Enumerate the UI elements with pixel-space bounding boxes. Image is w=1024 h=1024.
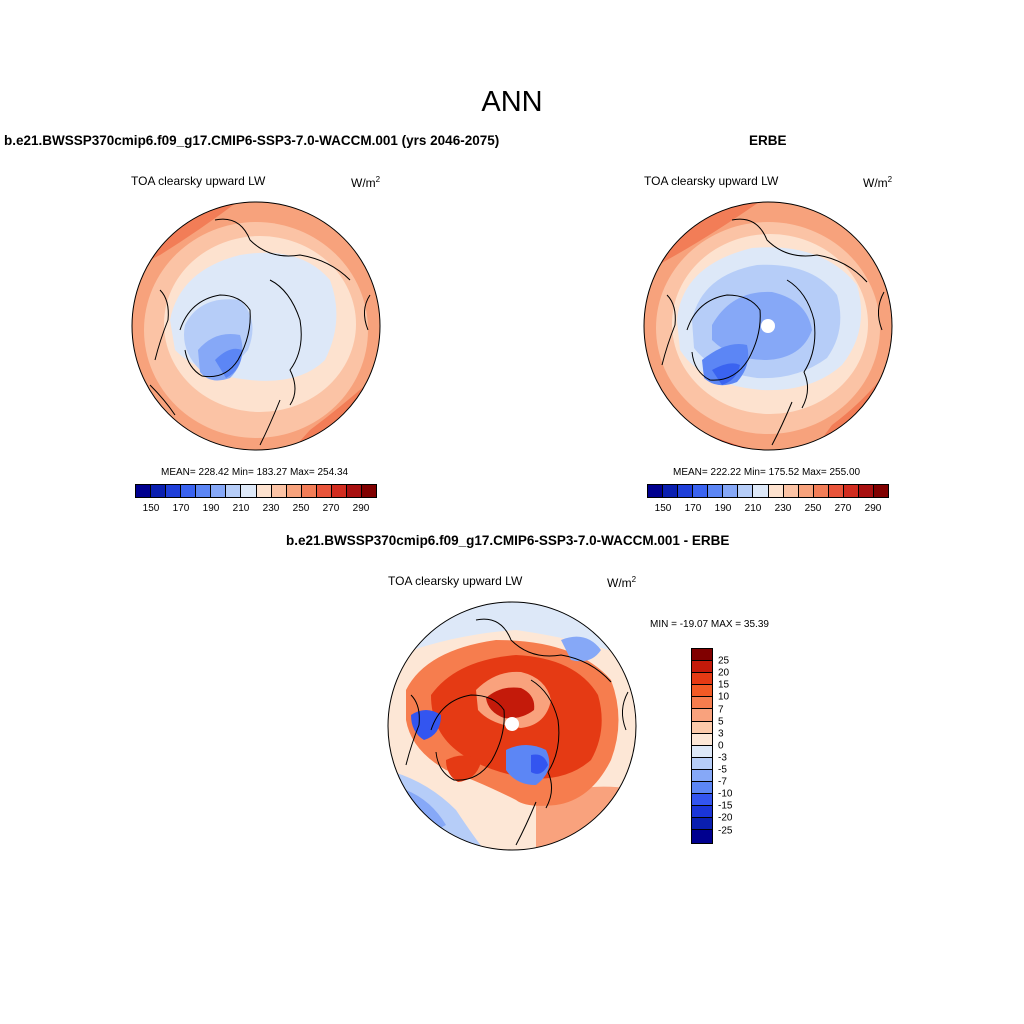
colorbar-tick-label: 5 xyxy=(718,716,724,728)
colorbar-tick-label: 0 xyxy=(718,740,724,752)
panel3-variable-label: TOA clearsky upward LW xyxy=(388,574,523,588)
colorbar-tick-label: -25 xyxy=(718,825,733,836)
colorbar-tick-label: 250 xyxy=(292,503,310,514)
colorbar-swatch xyxy=(271,485,287,497)
colorbar-swatch xyxy=(692,649,712,662)
panel2-stats: MEAN= 222.22 Min= 175.52 Max= 255.00 xyxy=(673,467,861,478)
colorbar-tick-label: -3 xyxy=(718,752,727,764)
colorbar-swatch xyxy=(226,485,242,497)
colorbar-swatch xyxy=(692,806,712,819)
panel2-polar-map xyxy=(643,201,893,451)
colorbar-tick-label: -7 xyxy=(718,776,727,788)
colorbar-swatch xyxy=(692,745,712,758)
colorbar-swatch xyxy=(196,485,212,497)
panel3-stats: MIN = -19.07 MAX = 35.39 xyxy=(650,619,769,630)
colorbar-swatch xyxy=(692,794,712,807)
colorbar-tick-label: -5 xyxy=(718,764,727,776)
colorbar-swatch xyxy=(301,485,317,497)
colorbar-swatch xyxy=(692,709,712,722)
colorbar-swatch xyxy=(692,830,712,843)
colorbar-swatch xyxy=(828,485,844,497)
colorbar-swatch xyxy=(678,485,694,497)
colorbar-swatch xyxy=(136,485,152,497)
colorbar-tick-label: -20 xyxy=(718,812,733,824)
colorbar-tick-label: 20 xyxy=(718,667,730,679)
panel1-colorbar xyxy=(135,484,377,498)
panel2-units: W/m2 xyxy=(863,175,893,191)
panel1-polar-map xyxy=(131,201,381,451)
colorbar-tick-label: 170 xyxy=(172,503,190,514)
colorbar-swatch xyxy=(692,721,712,734)
panel1-stats: MEAN= 228.42 Min= 183.27 Max= 254.34 xyxy=(161,467,349,478)
colorbar-tick-label: 270 xyxy=(834,503,852,514)
colorbar-swatch xyxy=(256,485,272,497)
colorbar-tick-label: -10 xyxy=(718,788,733,800)
panel1-variable-label: TOA clearsky upward LW xyxy=(131,174,266,188)
colorbar-swatch xyxy=(873,485,888,497)
colorbar-tick-label: 150 xyxy=(142,503,160,514)
colorbar-swatch xyxy=(286,485,302,497)
colorbar-tick-label: 230 xyxy=(262,503,280,514)
colorbar-tick-label: 250 xyxy=(804,503,822,514)
panel3-polar-map xyxy=(387,601,637,851)
colorbar-swatch xyxy=(692,697,712,710)
colorbar-swatch xyxy=(166,485,182,497)
panel3-colorbar xyxy=(691,648,713,844)
colorbar-swatch xyxy=(858,485,874,497)
colorbar-tick-label: 10 xyxy=(718,691,730,703)
colorbar-swatch xyxy=(768,485,784,497)
colorbar-tick-label: 170 xyxy=(684,503,702,514)
colorbar-tick-label: 25 xyxy=(718,655,730,667)
figure-title: ANN xyxy=(481,86,543,118)
colorbar-swatch xyxy=(692,685,712,698)
colorbar-tick-label: 210 xyxy=(232,503,250,514)
panel3-title: b.e21.BWSSP370cmip6.f09_g17.CMIP6-SSP3-7… xyxy=(286,533,730,548)
colorbar-tick-label: 190 xyxy=(714,503,732,514)
panel3-units: W/m2 xyxy=(607,575,637,591)
colorbar-swatch xyxy=(723,485,739,497)
colorbar-tick-label: 230 xyxy=(774,503,792,514)
colorbar-swatch xyxy=(692,673,712,686)
colorbar-swatch xyxy=(738,485,754,497)
panel1-units: W/m2 xyxy=(351,175,381,191)
panel1-title: b.e21.BWSSP370cmip6.f09_g17.CMIP6-SSP3-7… xyxy=(4,133,500,148)
colorbar-swatch xyxy=(648,485,664,497)
colorbar-swatch xyxy=(692,757,712,770)
colorbar-swatch xyxy=(316,485,332,497)
colorbar-swatch xyxy=(692,733,712,746)
colorbar-swatch xyxy=(753,485,769,497)
colorbar-tick-label: 15 xyxy=(718,679,730,691)
panel2-variable-label: TOA clearsky upward LW xyxy=(644,174,779,188)
colorbar-swatch xyxy=(843,485,859,497)
colorbar-tick-label: 7 xyxy=(718,704,724,715)
colorbar-swatch xyxy=(331,485,347,497)
colorbar-swatch xyxy=(708,485,724,497)
colorbar-tick-label: 290 xyxy=(864,503,882,514)
colorbar-swatch xyxy=(692,818,712,831)
colorbar-swatch xyxy=(346,485,362,497)
panel2-title: ERBE xyxy=(749,133,787,148)
colorbar-swatch xyxy=(241,485,257,497)
colorbar-swatch xyxy=(783,485,799,497)
panel2-colorbar xyxy=(647,484,889,498)
colorbar-tick-label: 290 xyxy=(352,503,370,514)
colorbar-swatch xyxy=(692,782,712,795)
colorbar-swatch xyxy=(692,661,712,674)
colorbar-tick-label: 3 xyxy=(718,728,724,740)
colorbar-tick-label: -15 xyxy=(718,800,733,812)
colorbar-swatch xyxy=(663,485,679,497)
colorbar-swatch xyxy=(693,485,709,497)
colorbar-swatch xyxy=(813,485,829,497)
colorbar-tick-label: 150 xyxy=(654,503,672,514)
colorbar-swatch xyxy=(692,769,712,783)
colorbar-swatch xyxy=(361,485,376,497)
colorbar-swatch xyxy=(151,485,167,497)
colorbar-tick-label: 210 xyxy=(744,503,762,514)
colorbar-tick-label: 190 xyxy=(202,503,220,514)
colorbar-tick-label: 270 xyxy=(322,503,340,514)
colorbar-swatch xyxy=(181,485,197,497)
colorbar-swatch xyxy=(211,485,227,497)
colorbar-swatch xyxy=(798,485,814,497)
